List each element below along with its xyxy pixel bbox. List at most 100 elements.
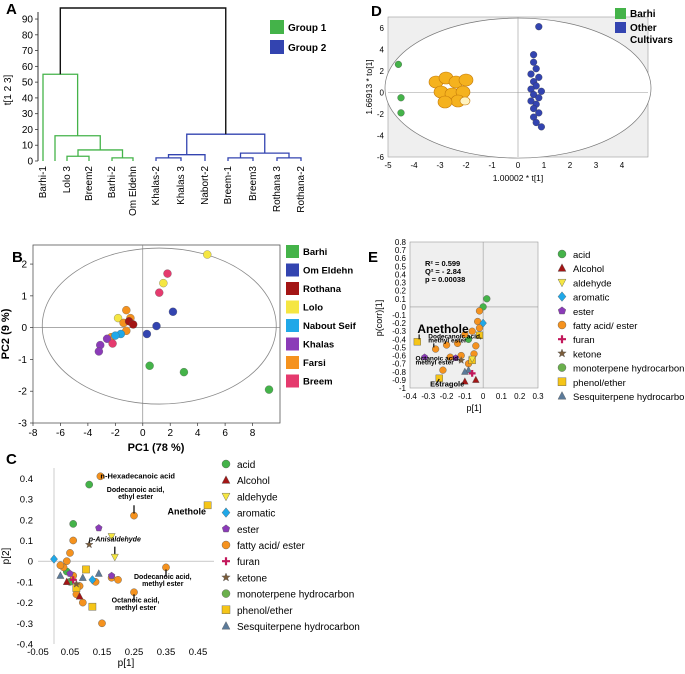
annotation-arrow	[435, 378, 440, 386]
panel-c-ytick-label: -0.1	[17, 577, 33, 588]
legend-label: fatty acid/ ester	[237, 541, 305, 552]
panel-a-ytick-label: 40	[22, 93, 34, 104]
panel-e-ytick-label: 0.8	[395, 238, 407, 247]
date-fruit-illustration	[428, 71, 474, 109]
loading-point	[84, 540, 94, 549]
panel-b-pca-plot: B -8 -6 -4 -2 0 2 4 6 8 -3 -2 -1 0 1 2 PC1 (78 %) PC2 (9…	[0, 244, 357, 454]
loading-point	[107, 533, 116, 541]
panel-b-ytick-label: -3	[18, 419, 27, 430]
legend-marker	[557, 348, 567, 358]
panel-e-ytick-label: -0.8	[392, 368, 406, 377]
pca-point	[145, 361, 154, 370]
panel-d-ytick-label: 6	[380, 24, 385, 33]
panel-c-xtick-label: 0.15	[93, 647, 112, 658]
dendrogram-link	[42, 73, 79, 161]
legend-marker	[221, 621, 231, 630]
legend-swatch	[615, 22, 626, 33]
confidence-ellipse	[41, 247, 277, 405]
compound-annotation: methyl ester	[115, 605, 157, 612]
panel-e-ytick-label: -0.3	[392, 327, 406, 336]
legend-label: Khalas	[303, 340, 334, 351]
loading-point	[69, 520, 77, 528]
dendrogram-root-link	[59, 7, 227, 135]
panel-a-ylabel: t[1 2 3]	[3, 74, 14, 105]
loading-point	[69, 576, 77, 584]
loading-point	[66, 569, 74, 577]
loading-point	[82, 565, 90, 574]
panel-a-ytick-label: 60	[22, 62, 34, 73]
panel-e-ytick-label: 0.3	[395, 279, 407, 288]
panel-d-xtick-label: -2	[462, 161, 470, 170]
legend-label: furan	[573, 335, 595, 346]
legend-label: phenol/ether	[573, 378, 626, 389]
loading-point	[468, 370, 476, 377]
legend-label: Nabout Seif	[303, 321, 357, 332]
compound-annotation: Octanoic acid,	[415, 355, 460, 362]
legend-swatch	[615, 8, 626, 19]
panel-c-ytick-label: 0	[28, 557, 33, 568]
panel-e-xtick-label: -0.4	[403, 392, 417, 401]
dendrogram-link	[111, 157, 134, 161]
legend-marker	[557, 363, 567, 372]
legend-marker	[221, 572, 231, 582]
panel-a-label: A	[6, 1, 17, 18]
dendrogram-leaf-label: Khalas 3	[176, 166, 187, 205]
legend-marker	[221, 524, 231, 533]
legend-label: Lolo	[303, 303, 323, 314]
compound-annotation: methyl ester	[142, 581, 184, 588]
legend-label: Rothana	[303, 284, 342, 295]
dendrogram-leaf-label: Khalas-2	[151, 166, 162, 206]
panel-b-label: B	[12, 249, 23, 266]
loading-point	[78, 573, 87, 581]
score-point	[527, 70, 535, 78]
loading-point	[79, 598, 87, 607]
panel-d-ytick-label: -4	[377, 131, 385, 140]
loading-point	[114, 576, 122, 584]
panel-e-ytick-label: 0.6	[395, 254, 407, 263]
dendrogram-leaf-label: Barhi-2	[107, 166, 118, 199]
legend-label: Group 2	[288, 43, 327, 54]
panel-d-ytick-label: -6	[377, 153, 385, 162]
legend-label: aromatic	[573, 293, 610, 304]
panel-e-ytick-label: 0	[402, 303, 407, 312]
panel-a-ytick-label: 10	[22, 141, 34, 152]
dendrogram-link	[186, 133, 266, 155]
legend-marker	[558, 335, 566, 344]
panel-b-xtick-label: -8	[29, 428, 38, 439]
panel-a-dendrogram: A t[1 2 3] 0 10 20 30 40 50 60 70 80 90 Barhi-1 Lo…	[3, 1, 327, 216]
pca-point	[179, 367, 189, 377]
panel-c-compound-legend: acid Alcohol aldehyde aromatic ester fatty ac…	[221, 459, 360, 633]
loading-point	[472, 342, 480, 350]
panel-e-ytick-label: -0.5	[392, 343, 406, 352]
legend-marker	[557, 263, 567, 272]
loading-point	[110, 553, 119, 562]
pca-point	[264, 385, 274, 394]
loading-point	[475, 331, 484, 339]
dendrogram-link	[167, 154, 206, 161]
dendrogram-link	[227, 157, 254, 161]
legend-swatch	[286, 300, 299, 314]
loading-point	[56, 561, 65, 570]
loading-point	[95, 524, 103, 532]
legend-label: Cultivars	[630, 35, 673, 46]
panel-e-ytick-label: -0.1	[392, 311, 406, 320]
pca-point	[129, 320, 138, 329]
dendrogram-leaf-label: Rothana-2	[296, 166, 307, 213]
legend-marker	[557, 291, 567, 302]
panel-e-xtick-label: -0.2	[440, 392, 454, 401]
model-stat: Q² = - 2.84	[425, 267, 462, 276]
panel-b-ytick-label: -2	[18, 387, 27, 398]
panel-c-ytick-label: -0.2	[17, 598, 33, 609]
compound-annotation: Dodecanoic acid,	[107, 487, 165, 494]
panel-e-ytick-label: -0.6	[392, 352, 406, 361]
panel-a-ytick-label: 30	[22, 109, 34, 120]
legend-label: Breem	[303, 377, 333, 388]
legend-label: ester	[237, 525, 260, 536]
panel-a-ytick-label: 50	[22, 78, 34, 89]
panel-b-xtick-label: -6	[56, 428, 65, 439]
score-point	[535, 73, 543, 81]
loading-point	[413, 338, 421, 346]
pca-point	[94, 347, 104, 356]
compound-annotation: n-Hexadecanoic acid	[100, 471, 175, 480]
legend-label: aldehyde	[237, 492, 278, 503]
